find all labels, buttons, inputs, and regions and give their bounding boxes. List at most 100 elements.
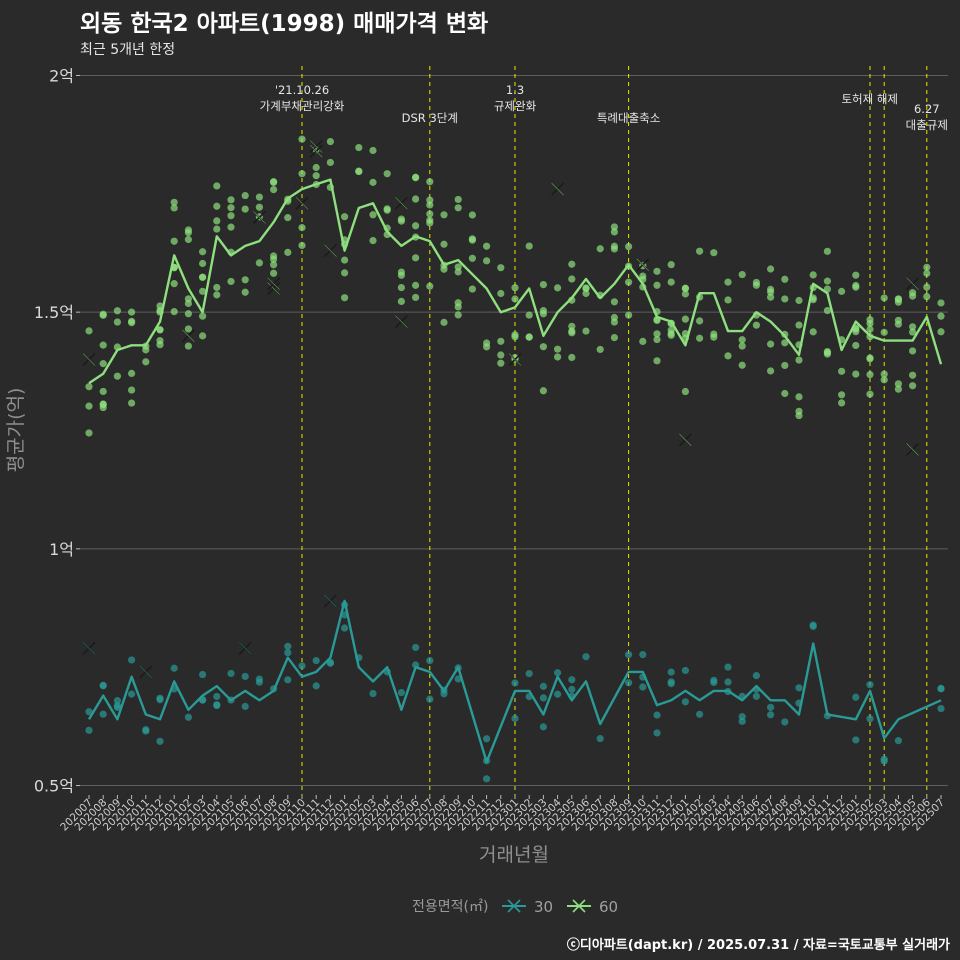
transaction-point xyxy=(795,321,803,329)
transaction-point xyxy=(85,726,93,734)
transaction-point xyxy=(426,178,434,186)
transaction-point xyxy=(142,727,150,735)
transaction-point xyxy=(156,326,164,334)
transaction-point xyxy=(483,775,491,783)
transaction-point xyxy=(681,387,690,396)
transaction-point xyxy=(426,210,434,218)
transaction-point xyxy=(596,245,604,253)
transaction-point xyxy=(199,248,207,256)
transaction-point xyxy=(610,245,619,253)
transaction-point xyxy=(582,327,590,335)
transaction-point xyxy=(369,236,377,245)
transaction-point xyxy=(383,205,391,213)
transaction-point xyxy=(724,278,732,286)
transaction-point xyxy=(255,203,263,211)
transaction-point xyxy=(383,170,391,178)
transaction-point xyxy=(681,315,690,323)
transaction-point xyxy=(99,311,107,319)
transaction-point xyxy=(880,370,888,378)
transaction-point xyxy=(525,669,533,678)
transaction-point xyxy=(909,347,917,355)
max-marker xyxy=(906,277,920,291)
transaction-point xyxy=(809,328,817,336)
transaction-point xyxy=(213,202,221,210)
chart-title: 외동 한국2 아파트(1998) 매매가격 변화 xyxy=(80,11,489,37)
transaction-point xyxy=(312,682,320,690)
transaction-point xyxy=(539,694,548,702)
transaction-point xyxy=(85,402,93,410)
transaction-point xyxy=(866,715,874,723)
transaction-point xyxy=(99,682,107,690)
transaction-point xyxy=(909,382,917,390)
transaction-point xyxy=(284,676,292,684)
transaction-point xyxy=(823,247,832,255)
transaction-point xyxy=(199,332,207,340)
transaction-point xyxy=(284,214,292,222)
transaction-point xyxy=(213,283,221,292)
legend: 전용면적(㎡) 30 60 xyxy=(412,898,618,916)
transaction-point xyxy=(199,312,207,320)
transaction-point xyxy=(554,690,562,698)
transaction-point xyxy=(582,284,590,292)
transaction-point xyxy=(809,622,817,631)
transaction-point xyxy=(284,642,292,650)
max-marker xyxy=(323,244,337,258)
transaction-point xyxy=(781,295,789,303)
transaction-point xyxy=(184,342,192,350)
transaction-point xyxy=(937,704,945,713)
transaction-point xyxy=(128,690,136,698)
transaction-point xyxy=(426,201,434,209)
transaction-point xyxy=(326,137,334,146)
transaction-point xyxy=(781,389,789,398)
transaction-point xyxy=(937,312,945,320)
transaction-point xyxy=(681,698,690,706)
transaction-point xyxy=(99,341,107,349)
annotation-label: '21.10.26 xyxy=(275,83,329,97)
max-marker xyxy=(82,352,96,367)
transaction-point xyxy=(397,297,405,306)
transaction-point xyxy=(213,182,221,190)
transaction-point xyxy=(894,380,903,388)
transaction-point xyxy=(568,676,576,684)
transaction-point xyxy=(497,359,505,367)
transaction-point xyxy=(369,178,377,186)
transaction-point xyxy=(199,259,207,268)
transaction-point xyxy=(369,689,377,698)
transaction-point xyxy=(667,261,675,269)
annotation-label: 대출규제 xyxy=(906,118,948,132)
max-marker xyxy=(906,442,920,457)
transaction-point xyxy=(397,271,405,279)
transaction-point xyxy=(838,399,846,407)
transaction-point xyxy=(483,257,491,265)
transaction-point xyxy=(610,333,619,342)
transaction-point xyxy=(412,643,420,652)
transaction-point xyxy=(894,737,903,745)
transaction-point xyxy=(752,321,761,329)
transaction-point xyxy=(369,146,377,155)
transaction-point xyxy=(909,328,917,336)
transaction-point xyxy=(710,676,718,684)
transaction-point xyxy=(298,241,306,250)
transaction-point xyxy=(412,293,420,302)
max-marker xyxy=(309,139,323,154)
transaction-point xyxy=(497,289,505,298)
transaction-point xyxy=(653,281,661,289)
transaction-point xyxy=(582,653,590,661)
transaction-point xyxy=(412,281,420,289)
transaction-point xyxy=(128,386,136,394)
transaction-point xyxy=(213,217,221,225)
transaction-point xyxy=(227,223,235,231)
legend-title: 전용면적(㎡) xyxy=(412,899,488,915)
transaction-point xyxy=(838,287,846,295)
y-tick-label: 2억 xyxy=(49,66,74,85)
transaction-point xyxy=(809,271,817,279)
transaction-point xyxy=(923,263,931,271)
transaction-point xyxy=(937,685,945,693)
transaction-point xyxy=(355,143,363,152)
transaction-point xyxy=(312,163,320,172)
transaction-point xyxy=(511,284,519,292)
transaction-point xyxy=(241,205,249,213)
transaction-point xyxy=(653,729,661,737)
transaction-point xyxy=(85,708,93,716)
